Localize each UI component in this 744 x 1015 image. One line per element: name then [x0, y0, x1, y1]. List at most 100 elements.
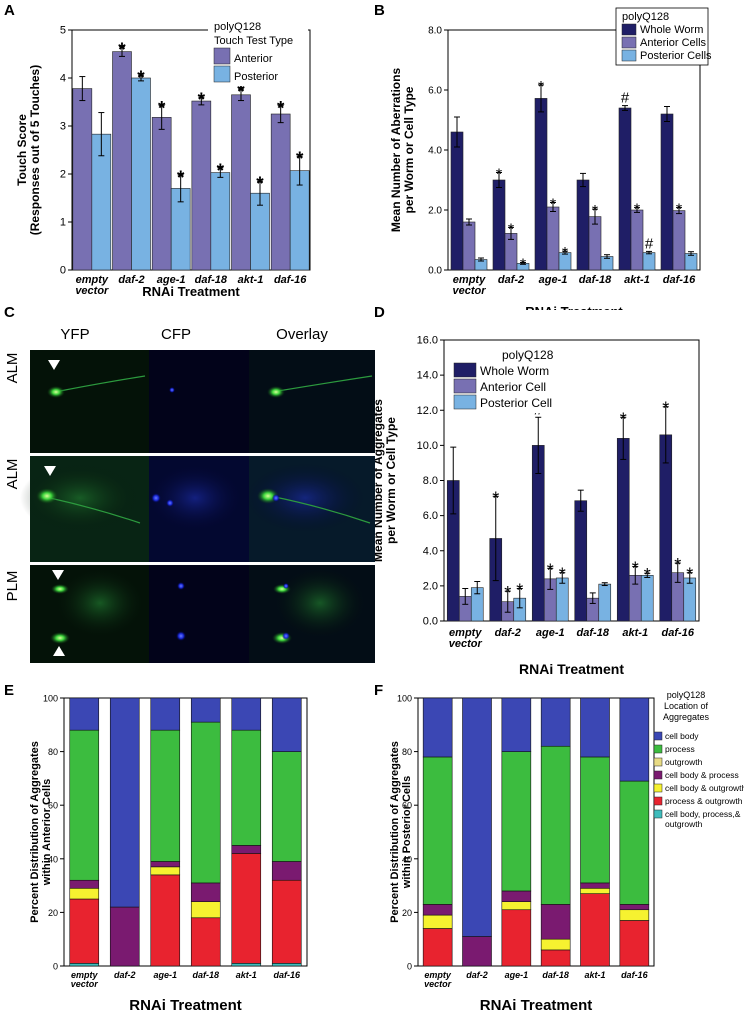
significance-mark: * — [550, 197, 556, 214]
y-tick-label: 6.0 — [423, 510, 438, 522]
significance-mark: * — [217, 161, 225, 182]
stack-segment — [501, 909, 532, 967]
bar — [534, 98, 548, 271]
col-label-overlay: Overlay — [276, 326, 328, 343]
significance-mark: * — [562, 245, 568, 262]
significance-mark: # — [645, 235, 654, 252]
legend-swatch — [621, 49, 637, 62]
stack-segment — [190, 721, 221, 884]
bar — [630, 209, 644, 271]
bar — [112, 51, 132, 271]
stack-segment — [580, 697, 610, 758]
stack-segment — [109, 697, 140, 908]
row-label-plm: PLM — [4, 571, 21, 602]
category-label: vector — [449, 638, 483, 650]
significance-mark: * — [198, 90, 206, 111]
legend-label: Anterior Cell — [480, 380, 546, 394]
legend-swatch — [453, 362, 477, 378]
stack-segment — [422, 756, 453, 905]
stack-segment — [540, 745, 571, 905]
category-label: daf-2 — [498, 274, 524, 286]
significance-mark: * — [296, 149, 304, 170]
significance-mark: * — [118, 40, 126, 61]
legend-label: cell body & outgrowth — [665, 783, 744, 793]
x-axis-label: RNAi Treatment — [480, 997, 593, 1014]
significance-mark: * — [520, 257, 526, 274]
bar — [231, 94, 251, 271]
y-tick-label: 0 — [60, 265, 66, 277]
stack-segment — [109, 906, 140, 967]
stack-segment — [69, 729, 100, 881]
y-tick-label: 14.0 — [417, 370, 438, 382]
legend-swatch — [653, 744, 663, 754]
category-label: akt-1 — [584, 970, 605, 980]
y-tick-label: 6.0 — [428, 86, 442, 97]
micro-row-3 — [30, 565, 375, 663]
legend-swatch — [653, 770, 663, 780]
category-label: empty — [449, 627, 482, 639]
y-tick-label: 100 — [43, 694, 58, 704]
stack-segment — [150, 861, 181, 868]
bar — [151, 117, 172, 271]
stack-segment — [190, 917, 221, 967]
legend-label: Posterior Cell — [480, 396, 552, 410]
category-label: vector — [452, 285, 486, 297]
y-tick-label: 60 — [402, 801, 412, 811]
legend-label: process — [665, 744, 695, 754]
y-tick-label: 5 — [60, 25, 66, 37]
significance-mark: * — [158, 98, 166, 119]
bar — [191, 100, 212, 271]
category-label: vector — [424, 979, 452, 989]
legend-swatch — [621, 36, 637, 49]
y-tick-label: 2.0 — [423, 580, 438, 592]
stack-segment — [271, 861, 302, 881]
stack-segment — [69, 887, 100, 900]
stack-segment — [231, 697, 262, 731]
category-label: daf-18 — [579, 274, 612, 286]
bar — [72, 88, 93, 271]
category-label: daf-16 — [621, 970, 649, 980]
legend-label: Posterior Cells — [640, 50, 712, 62]
significance-mark: * — [177, 168, 185, 189]
chart-aggregates: 0.0 2.0 4.0 6.0 8.0 10.0 12.0 14.0 16.0 emptyvect… — [371, 335, 700, 677]
y-tick-label: 100 — [397, 694, 412, 704]
y-axis-label: within Anterior Cells — [41, 779, 53, 887]
stack-segment — [501, 751, 532, 892]
legend-frame — [615, 7, 709, 66]
significance-mark: * — [674, 555, 681, 575]
bar — [642, 252, 656, 271]
stack-segment — [462, 697, 492, 937]
category-label: daf-18 — [542, 970, 569, 980]
bar — [618, 107, 632, 271]
significance-mark: * — [662, 399, 669, 419]
stack-segment — [619, 904, 650, 911]
y-axis-label: Mean Number of Aberrations — [389, 68, 403, 233]
y-axis-label: Percent Distribution of Aggregates — [29, 741, 41, 923]
y-tick-label: 80 — [48, 747, 58, 757]
legend-title: polyQ128 — [667, 690, 706, 700]
significance-mark: * — [504, 583, 511, 603]
category-label: age-1 — [536, 627, 565, 639]
legend-label: process & outgrowth — [665, 796, 743, 806]
row-label-alm-2: ALM — [4, 459, 21, 490]
stack-segment — [231, 853, 262, 964]
stack-segment — [150, 866, 181, 876]
microscopy-panel: YFP CFP Overlay ALM ALM PLM — [4, 326, 375, 663]
legend-label: Whole Worm — [480, 364, 549, 378]
legend-swatch — [453, 378, 477, 394]
category-label: daf-16 — [274, 274, 307, 286]
stack-segment — [501, 890, 532, 902]
col-label-yfp: YFP — [60, 326, 89, 343]
y-tick-label: 40 — [48, 854, 58, 864]
stack-segment — [271, 879, 302, 964]
category-label: age-1 — [539, 274, 568, 286]
stack-segment — [501, 901, 532, 911]
category-label: age-1 — [153, 970, 177, 980]
stack-segment — [580, 887, 610, 894]
category-label: akt-1 — [238, 274, 264, 286]
legend-title: Touch Test Type — [214, 35, 293, 47]
